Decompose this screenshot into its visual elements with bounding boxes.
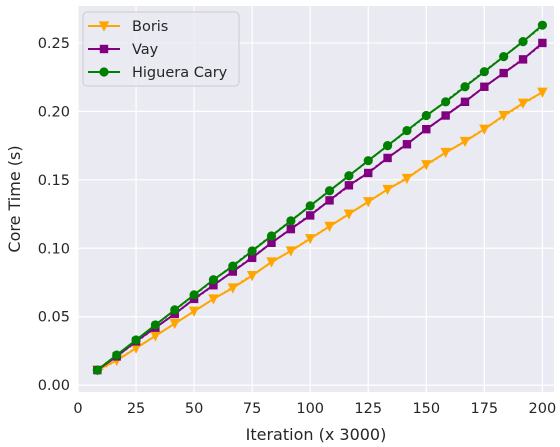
higuera-cary-point — [305, 201, 315, 211]
x-axis-label: Iteration (x 3000) — [246, 425, 387, 444]
higuera-cary-point — [170, 305, 180, 315]
higuera-cary-point — [266, 231, 277, 241]
higuera-cary-point — [441, 97, 451, 107]
vay-point — [364, 168, 373, 178]
y-tick-labels: 0.00 0.05 0.10 0.15 0.20 0.25 — [38, 36, 70, 394]
higuera-cary-point — [112, 350, 122, 360]
boris-point — [421, 160, 432, 171]
vay-point — [402, 140, 412, 149]
y-tick-label: 0.25 — [38, 36, 70, 52]
boris-point — [363, 197, 374, 208]
y-tick-label: 0.00 — [38, 378, 70, 394]
boris-point — [517, 98, 529, 109]
y-tick-label: 0.10 — [38, 241, 70, 257]
y-axis-label: Core Time (s) — [5, 145, 24, 252]
boris-point — [537, 87, 548, 98]
y-tick-label: 0.20 — [38, 104, 70, 120]
boris-point — [401, 173, 413, 185]
vay-point — [286, 224, 296, 234]
x-tick-label: 150 — [412, 401, 440, 417]
boris-point — [343, 209, 355, 220]
vay-point — [480, 82, 489, 91]
boris-point — [285, 246, 297, 257]
higuera-cary-point — [479, 67, 489, 77]
vay-point — [267, 238, 276, 248]
legend-marker-vay — [99, 44, 109, 54]
x-tick-label: 0 — [73, 401, 82, 417]
vay-point — [460, 97, 470, 107]
x-tick-labels: 0 25 50 75 100 125 150 175 200 — [73, 401, 556, 417]
x-tick-label: 50 — [185, 401, 203, 417]
boris-point — [479, 124, 490, 135]
vay-point — [209, 281, 218, 290]
vay-point — [499, 68, 508, 78]
vay-point — [305, 211, 315, 220]
series — [92, 20, 548, 376]
vay-point — [422, 124, 431, 134]
boris-point — [266, 257, 277, 268]
boris-point — [130, 343, 142, 354]
legend-marker-boris — [98, 21, 110, 32]
higuera-cary-point — [324, 186, 335, 196]
higuera-cary-point — [402, 125, 412, 136]
higuera-cary-point — [286, 216, 296, 226]
higuera-cary-point — [460, 82, 470, 92]
y-tick-label: 0.15 — [38, 173, 70, 189]
x-tick-label: 125 — [354, 401, 382, 417]
legend-box — [82, 11, 240, 87]
boris-point — [440, 147, 451, 159]
vay-point — [247, 253, 257, 263]
higuera-cary-point — [228, 261, 238, 271]
boris-point — [246, 271, 258, 282]
x-tick-label: 75 — [243, 401, 261, 417]
legend-marker-higuera-cary — [99, 67, 109, 77]
legend-label-boris: Boris — [132, 19, 168, 35]
y-tick-label: 0.05 — [38, 310, 70, 326]
higuera-cary-point — [499, 52, 509, 62]
boris-point — [150, 331, 161, 342]
higuera-cary-point — [247, 246, 257, 256]
higuera-cary-point — [344, 171, 354, 181]
higuera-cary-point — [92, 365, 102, 375]
vay-point — [228, 267, 238, 276]
higuera-cary-point — [363, 156, 373, 166]
higuera-cary-point — [131, 335, 141, 345]
boris-point — [169, 318, 180, 330]
boris-point — [208, 294, 219, 305]
higuera-cary-point — [518, 36, 528, 47]
boris-point — [188, 306, 200, 317]
boris-point — [382, 184, 393, 196]
higuera-cary-point — [189, 290, 199, 300]
vay-point — [538, 38, 547, 48]
higuera-cary-point — [421, 110, 431, 121]
higuera-cary-point — [208, 275, 219, 285]
legend-label-vay: Vay — [132, 42, 159, 58]
vay-point — [325, 196, 334, 205]
boris-point — [227, 283, 239, 294]
legend-label-higuera-cary: Higuera Cary — [132, 65, 228, 81]
vay-point — [344, 181, 354, 190]
x-tick-label: 100 — [296, 401, 324, 417]
higuera-cary-point — [537, 20, 547, 30]
boris-point — [304, 234, 316, 245]
x-tick-label: 200 — [529, 401, 557, 417]
boris-point — [498, 110, 509, 122]
x-tick-label: 25 — [127, 401, 145, 417]
vay-point — [441, 111, 450, 120]
vay-point — [518, 55, 528, 64]
x-tick-label: 175 — [470, 401, 498, 417]
boris-point — [324, 221, 335, 232]
legend: Boris Vay Higuera Cary — [82, 11, 240, 87]
boris-point — [459, 136, 471, 148]
vay-point — [383, 153, 392, 163]
higuera-cary-point — [382, 141, 393, 151]
higuera-cary-point — [150, 320, 160, 330]
